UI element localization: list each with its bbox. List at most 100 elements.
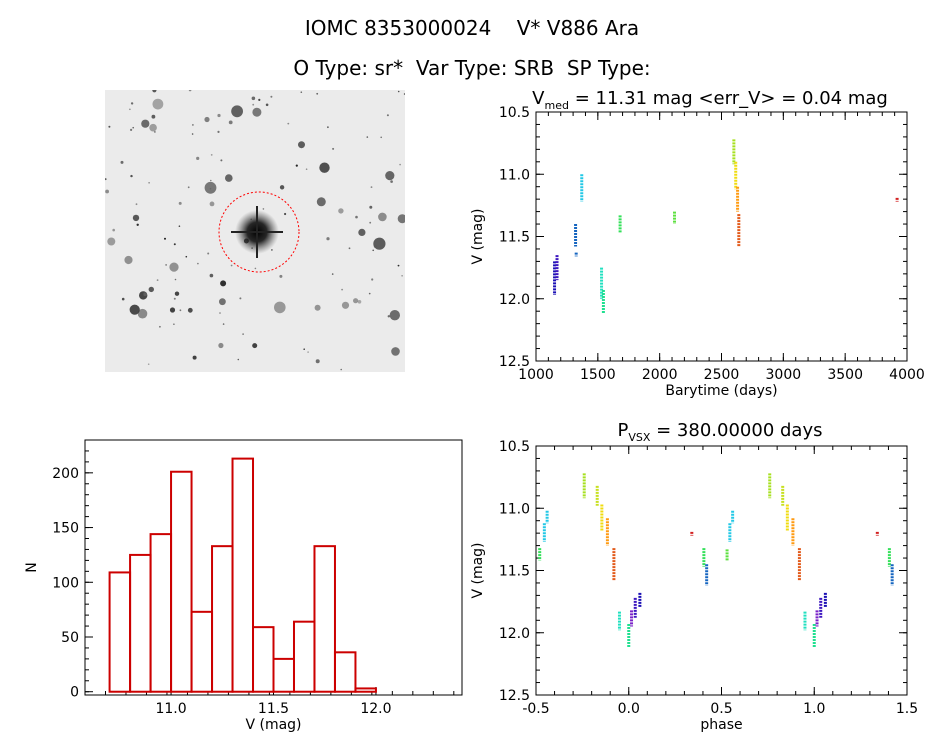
star (204, 116, 210, 123)
x-tick-label: 11.0 (155, 701, 186, 717)
star (341, 288, 343, 291)
x-tick-label: 3500 (827, 367, 863, 383)
x-tick-label: 0.0 (618, 701, 640, 717)
star (373, 244, 377, 248)
y-tick-label: 12.5 (499, 354, 530, 370)
star (124, 255, 133, 265)
star (107, 237, 116, 246)
star (204, 181, 217, 194)
star (174, 278, 177, 281)
star (390, 180, 393, 183)
histogram-bar (333, 651, 357, 693)
star (386, 114, 389, 117)
y-tick-label: 11.0 (499, 167, 530, 183)
histogram-bar (292, 620, 316, 693)
star (274, 301, 286, 314)
star (370, 186, 373, 188)
star (136, 223, 139, 226)
star (141, 119, 150, 128)
histogram-bar (149, 533, 173, 693)
star (380, 136, 383, 139)
star (279, 274, 283, 278)
star (147, 363, 150, 366)
star (148, 182, 150, 184)
star (120, 160, 124, 164)
light-curve-chart: 1000 1500 2000 2500 3000 3500 4000 10.5 11.0 11.5… (470, 88, 925, 399)
star (295, 164, 298, 167)
star (130, 128, 133, 131)
y-tick-label: 12.0 (499, 292, 530, 308)
star (210, 154, 213, 156)
star (357, 300, 362, 304)
star (316, 197, 326, 207)
star (149, 123, 157, 132)
star (271, 249, 273, 251)
y-tick-label: 200 (52, 466, 79, 482)
star (262, 208, 265, 210)
star (217, 130, 220, 133)
star (178, 201, 182, 205)
x-tick-label: 11.5 (258, 701, 289, 717)
x-tick-label: 2500 (704, 367, 740, 383)
y-tick-label: 50 (61, 630, 79, 646)
histogram-bar (252, 626, 275, 693)
histogram-bar (231, 457, 255, 693)
star (307, 351, 309, 353)
star (178, 225, 181, 227)
x-axis-label: phase (700, 717, 742, 733)
star (173, 323, 175, 325)
star (220, 159, 223, 162)
star (196, 156, 200, 160)
star (129, 108, 131, 111)
star (254, 267, 257, 270)
star (353, 298, 359, 304)
star (108, 125, 111, 128)
star (397, 264, 400, 267)
y-tick-label: 12.0 (499, 626, 530, 642)
star (348, 247, 351, 250)
star (187, 307, 193, 313)
star (230, 264, 233, 267)
chart-title: Vmed = 11.31 mag <err_V> = 0.04 mag (532, 88, 888, 112)
histogram-bar (313, 545, 336, 693)
x-tick-label: 1.0 (803, 701, 825, 717)
star (228, 120, 233, 125)
star (225, 174, 233, 182)
star (265, 103, 269, 107)
star (385, 171, 395, 181)
star-type-subtitle: O Type: sr* Var Type: SRB SP Type: (293, 56, 651, 80)
star (258, 98, 261, 101)
histogram-bar (129, 553, 152, 693)
star (165, 264, 167, 266)
star (121, 297, 125, 301)
star (242, 333, 244, 335)
star (300, 91, 303, 93)
star (252, 103, 255, 106)
star (137, 308, 148, 319)
y-axis-label: N (24, 562, 40, 572)
star (270, 95, 273, 98)
x-tick-label: 4000 (889, 367, 925, 383)
star (173, 297, 176, 300)
y-tick-label: 100 (52, 575, 79, 591)
star (217, 113, 221, 118)
y-axis-label: V (mag) (470, 208, 486, 264)
star (355, 215, 358, 219)
star (191, 133, 194, 135)
star (298, 141, 305, 149)
plot-frame (535, 111, 908, 362)
x-tick-label: 12.0 (360, 701, 391, 717)
star (112, 228, 115, 232)
y-tick-label: 12.5 (499, 688, 530, 704)
chart-title: PVSX = 380.00000 days (618, 420, 823, 444)
star (378, 212, 387, 222)
star (319, 162, 330, 173)
star-id-title: IOMC 8353000024 V* V886 Ara (304, 16, 640, 40)
star (130, 174, 133, 178)
star (403, 93, 405, 95)
y-axis-label: V (mag) (470, 542, 486, 598)
star (135, 203, 138, 206)
plot-frame (535, 445, 908, 696)
star (326, 237, 330, 241)
star (209, 201, 215, 207)
